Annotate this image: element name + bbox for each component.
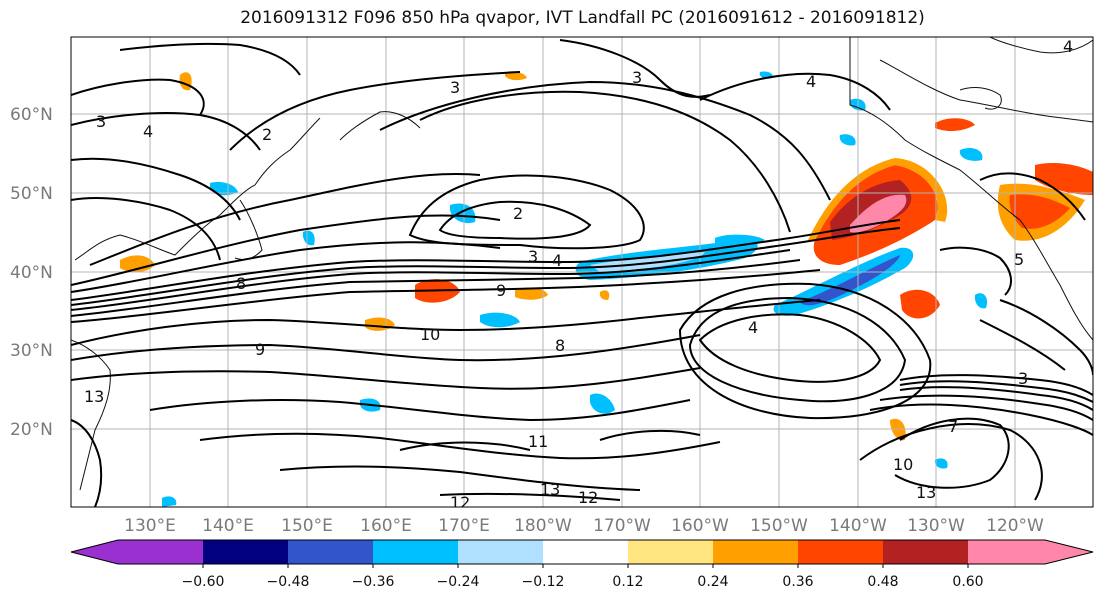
colorbar-segment — [628, 540, 713, 564]
positive-anomaly-region — [1035, 162, 1093, 195]
lat-label: 40°N — [10, 263, 53, 283]
contour-label: 8 — [236, 274, 246, 293]
lon-label: 170°W — [593, 516, 651, 536]
lon-label: 170°E — [438, 516, 490, 536]
colorbar-tick-label: −0.60 — [182, 574, 225, 590]
graticule — [71, 37, 1093, 507]
lon-label: 150°W — [750, 516, 808, 536]
contour-label: 2 — [262, 125, 272, 144]
colorbar-segment — [373, 540, 458, 564]
contour-label: 12 — [578, 488, 598, 507]
positive-anomaly-region — [505, 71, 527, 81]
ivt-contours — [71, 39, 1093, 507]
contour-label: 3 — [528, 247, 538, 266]
lat-label: 30°N — [10, 341, 53, 361]
negative-anomaly-region — [590, 393, 615, 414]
contour-labels: 3 4 2 3 4 2 3 4 9 8 10 9 8 4 3 13 11 12 … — [84, 37, 1073, 512]
colorbar-extend-max — [1045, 540, 1093, 564]
contour-label: 4 — [143, 122, 153, 141]
lat-label: 50°N — [10, 184, 53, 204]
lon-label: 130°W — [907, 516, 965, 536]
colorbar-segment — [883, 540, 968, 564]
positive-anomaly-region — [515, 287, 548, 300]
positive-anomaly-region — [850, 194, 907, 233]
negative-anomaly-region — [302, 230, 315, 246]
negative-anomaly-region — [839, 134, 856, 146]
negative-anomaly-region — [210, 182, 238, 196]
map-frame — [70, 36, 1094, 508]
colorbar-tick-label: −0.12 — [522, 574, 565, 590]
contour-label: 5 — [1014, 250, 1024, 269]
contour-label: 9 — [255, 340, 265, 359]
lon-label: 180°W — [514, 516, 572, 536]
contour-label: 13 — [540, 480, 560, 499]
negative-anomaly-region — [590, 252, 705, 272]
colorbar-segment — [713, 540, 798, 564]
colorbar-tick-label: 0.60 — [952, 574, 983, 590]
lat-label: 60°N — [10, 105, 53, 125]
colorbar-tick-label: −0.24 — [437, 574, 480, 590]
longitude-labels: 130°E 140°E 150°E 160°E 170°E 180°W 170°… — [124, 516, 1044, 536]
contour-label: 4 — [1063, 37, 1073, 56]
colorbar-segment — [458, 540, 543, 564]
contour-label: 10 — [893, 455, 913, 474]
contour-label: 13 — [916, 483, 936, 502]
lon-label: 140°E — [202, 516, 254, 536]
colorbar-tick-label: 0.24 — [697, 574, 728, 590]
contour-label: 11 — [528, 432, 548, 451]
colorbar-segment — [968, 540, 1045, 564]
contour-label: 13 — [84, 387, 104, 406]
colorbar-extend-min — [71, 540, 118, 564]
positive-anomaly-region — [935, 118, 975, 132]
colorbar-tick-label: −0.48 — [267, 574, 310, 590]
colorbar-segment — [288, 540, 373, 564]
contour-label: 4 — [748, 318, 758, 337]
colorbar-tick-label: −0.36 — [352, 574, 395, 590]
contour-label: 3 — [1018, 369, 1028, 388]
lon-label: 120°W — [986, 516, 1044, 536]
colorbar-segment — [798, 540, 883, 564]
colorbar-tick-label: 0.12 — [612, 574, 643, 590]
map-title: 2016091312 F096 850 hPa qvapor, IVT Land… — [240, 8, 925, 28]
negative-anomaly-region — [480, 312, 520, 328]
contour-label: 4 — [552, 251, 562, 270]
negative-anomaly-region — [800, 255, 900, 306]
contour-label: 12 — [450, 493, 470, 512]
colorbar-tick-label: 0.36 — [782, 574, 813, 590]
negative-anomaly-region — [934, 458, 948, 469]
positive-anomaly-region — [808, 158, 948, 240]
colorbar: −0.60 −0.48 −0.36 −0.24 −0.12 0.12 0.24 … — [70, 539, 1094, 590]
contour-label: 3 — [450, 78, 460, 97]
lon-label: 130°E — [124, 516, 176, 536]
positive-anomaly-region — [900, 289, 940, 319]
negative-anomaly-region — [959, 148, 983, 161]
contour-label: 7 — [948, 417, 958, 436]
contour-label: 9 — [496, 281, 506, 300]
lon-label: 160°W — [671, 516, 729, 536]
latitude-labels: 60°N 50°N 40°N 30°N 20°N — [10, 105, 53, 440]
lon-label: 140°W — [829, 516, 887, 536]
lat-label: 20°N — [10, 420, 53, 440]
contour-label: 3 — [632, 68, 642, 87]
contour-label: 10 — [420, 325, 440, 344]
contour-label: 8 — [555, 336, 565, 355]
negative-anomaly-region — [974, 293, 988, 309]
colorbar-segment — [118, 540, 203, 564]
colorbar-segment — [543, 540, 628, 564]
positive-anomaly-region — [599, 290, 610, 300]
contour-label: 4 — [806, 72, 816, 91]
colorbar-tick-label: 0.48 — [867, 574, 898, 590]
positive-anomaly-region — [120, 255, 155, 273]
lon-label: 150°E — [281, 516, 333, 536]
lon-label: 160°E — [360, 516, 412, 536]
negative-anomaly-region — [162, 496, 177, 507]
colorbar-segment — [203, 540, 288, 564]
positive-anomaly-region — [1009, 194, 1070, 229]
contour-label: 2 — [513, 204, 523, 223]
contour-label: 3 — [96, 112, 106, 131]
coastlines — [71, 37, 1093, 491]
